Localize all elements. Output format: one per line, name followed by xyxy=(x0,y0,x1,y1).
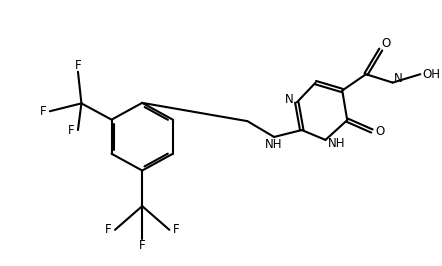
Text: NH: NH xyxy=(265,138,283,151)
Text: O: O xyxy=(375,124,385,138)
Text: F: F xyxy=(75,59,81,72)
Text: O: O xyxy=(381,37,390,50)
Text: NH: NH xyxy=(328,137,345,150)
Text: F: F xyxy=(173,223,179,236)
Text: F: F xyxy=(139,239,145,252)
Text: F: F xyxy=(68,123,74,136)
Text: N: N xyxy=(285,93,293,106)
Text: N: N xyxy=(394,72,403,85)
Text: F: F xyxy=(40,105,46,118)
Text: OH: OH xyxy=(422,68,440,81)
Text: F: F xyxy=(105,223,111,236)
